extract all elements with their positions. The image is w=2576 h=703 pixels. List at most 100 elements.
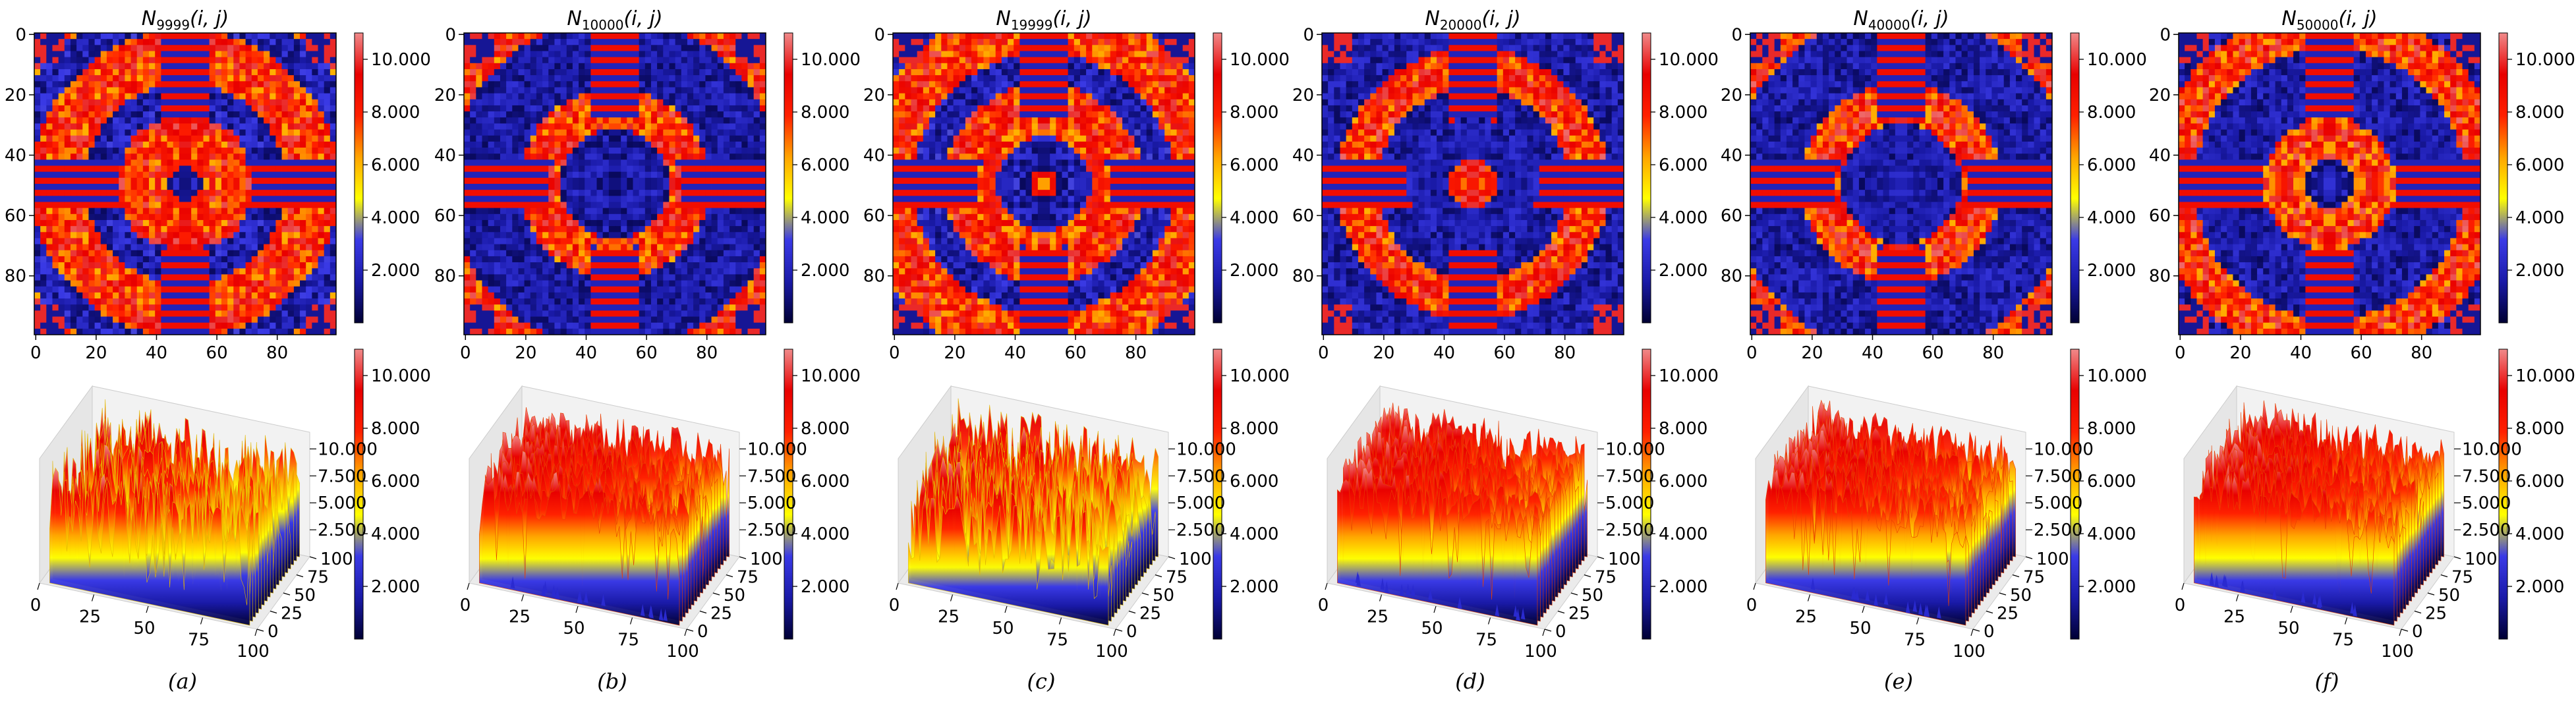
heatmap-cell [675,268,682,275]
heatmap-cell [596,286,604,293]
heatmap-cell [251,171,258,179]
heatmap-cell [730,75,736,82]
heatmap-cell [699,148,706,154]
heatmap-cell [730,250,736,257]
heatmap-cell [155,219,161,227]
heatmap-cell [130,226,138,233]
heatmap-cell [173,219,180,227]
heatmap-cell [693,286,700,293]
heatmap-cell [644,39,652,45]
heatmap-cell [530,159,537,166]
heatmap-cell [536,280,543,287]
heatmap-cell [270,310,276,317]
heatmap-cell [281,57,289,64]
heatmap-cell [149,159,156,166]
heatmap-cell [566,196,573,202]
heatmap-cell [203,208,210,215]
heatmap-cell [717,316,724,323]
heatmap-cell [644,154,652,160]
heatmap-cell [585,177,591,184]
heatmap-cell [251,226,258,233]
heatmap-cell [329,111,337,118]
heatmap-cell [753,129,760,136]
heatmap-cell [100,213,107,221]
panel-label: (a) [168,669,197,694]
heatmap-cell [306,286,312,293]
heatmap-cell [58,159,65,166]
heatmap-cell [215,196,222,202]
heatmap-cell [657,184,664,190]
heatmap-cell [470,202,476,209]
heatmap-cell [554,57,561,64]
heatmap-cell [191,75,198,82]
heatmap-cell [723,135,730,142]
heatmap-cell [136,148,144,154]
heatmap-cell [88,51,95,58]
heatmap-cell [476,232,482,239]
heatmap-cell [741,250,748,257]
heatmap-cell [741,184,748,190]
heatmap-cell [52,87,59,94]
heatmap-cell [324,238,331,244]
heatmap-cell [615,117,621,124]
heatmap-cell [312,177,318,184]
heatmap-cell [40,93,47,100]
heatmap-cell [524,190,531,196]
heatmap-cell [173,141,180,148]
heatmap-cell [264,148,270,154]
heatmap-cell [554,310,561,317]
heatmap-cell [747,196,755,202]
heatmap-cell [227,148,234,154]
heatmap-cell [203,81,210,88]
heatmap-cell [119,274,125,281]
heatmap-cell [669,250,675,257]
heatmap-cell [245,213,252,221]
heatmap-cell [627,87,633,94]
heatmap-cell [693,123,700,130]
heatmap-cell [34,99,41,106]
heatmap-cell [88,75,95,82]
heatmap-cell [64,135,71,142]
heatmap-cell [209,57,216,64]
heatmap-cell [257,159,264,166]
heatmap-cell [596,250,604,257]
heatmap-cell [470,165,476,173]
heatmap-cell [512,105,519,112]
heatmap-cell [239,81,246,88]
heatmap-cell [318,93,325,100]
heatmap-cell [554,213,561,221]
heatmap-cell [530,262,537,269]
heatmap-cell [167,51,174,58]
heatmap-cell [161,184,167,190]
heatmap-cell [542,123,549,130]
heatmap-cell [585,135,591,142]
heatmap-cell [70,184,77,190]
heatmap-cell [554,148,561,154]
heatmap-cell [464,202,471,209]
heatmap-cell [699,256,706,263]
heatmap-cell [209,250,216,257]
heatmap-cell [300,99,306,106]
heatmap-cell [155,298,161,305]
heatmap-cell [548,141,555,148]
heatmap-cell [476,159,482,166]
heatmap-cell [699,232,706,239]
heatmap-cell [293,159,301,166]
heatmap-cell [470,159,476,166]
heatmap-cell [585,190,591,196]
heatmap-cell [579,304,585,311]
heatmap-cell [602,69,610,76]
heatmap-cell [82,190,89,196]
heatmap-cell [663,75,670,82]
heatmap-cell [663,219,670,227]
heatmap-cell [693,304,700,311]
heatmap-cell [52,244,59,251]
heatmap-cell [264,274,270,281]
heatmap-cell [76,226,83,233]
heatmap-cell [324,322,331,329]
heatmap-cell [536,141,543,148]
heatmap-cell [125,148,131,154]
heatmap-cell [579,268,585,275]
heatmap-cell [627,129,633,136]
heatmap-cell [318,105,325,112]
